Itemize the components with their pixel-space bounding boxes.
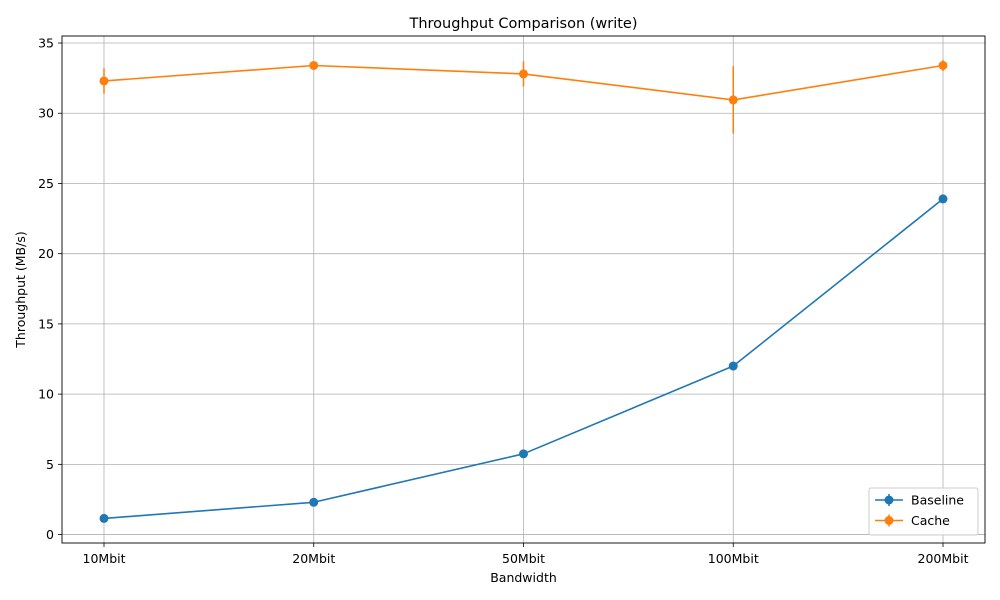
series-group (99, 59, 948, 523)
chart-title: Throughput Comparison (write) (408, 16, 637, 32)
data-point (938, 60, 948, 70)
y-tick-label: 30 (38, 106, 54, 121)
legend-item-baseline: Baseline (875, 493, 964, 508)
data-point (728, 361, 738, 371)
y-tick-label: 20 (38, 246, 54, 261)
y-tick-label: 10 (38, 387, 54, 402)
series-cache (99, 59, 948, 134)
x-axis-label: Bandwidth (490, 570, 557, 585)
x-tick-label: 200Mbit (918, 551, 969, 566)
data-point (309, 60, 319, 70)
legend-label: Cache (911, 513, 950, 528)
data-point (99, 513, 109, 523)
x-tick-label: 100Mbit (708, 551, 759, 566)
y-tick-label: 0 (46, 527, 54, 542)
x-tick-label: 20Mbit (292, 551, 335, 566)
y-tick-label: 15 (38, 316, 54, 331)
legend-label: Baseline (911, 493, 964, 508)
legend: Baseline Cache (868, 487, 979, 536)
legend-item-cache: Cache (875, 513, 950, 528)
data-point (728, 95, 738, 105)
y-axis-label: Throughput (MB/s) (13, 231, 28, 348)
axis-ticks: 10Mbit 20Mbit 50Mbit 100Mbit 200Mbit 0 5 10 15 20… (38, 36, 968, 566)
y-tick-label: 5 (46, 457, 54, 472)
data-point (519, 449, 528, 459)
data-point (938, 194, 948, 204)
series-baseline (99, 194, 948, 523)
legend-marker (884, 516, 894, 525)
grid (62, 36, 985, 543)
data-point (519, 69, 528, 79)
data-point (309, 497, 319, 507)
x-tick-label: 10Mbit (83, 551, 126, 566)
data-point (99, 76, 109, 86)
legend-marker (884, 495, 894, 505)
y-tick-label: 25 (38, 176, 54, 191)
x-tick-label: 50Mbit (502, 551, 545, 566)
y-tick-label: 35 (38, 36, 54, 51)
